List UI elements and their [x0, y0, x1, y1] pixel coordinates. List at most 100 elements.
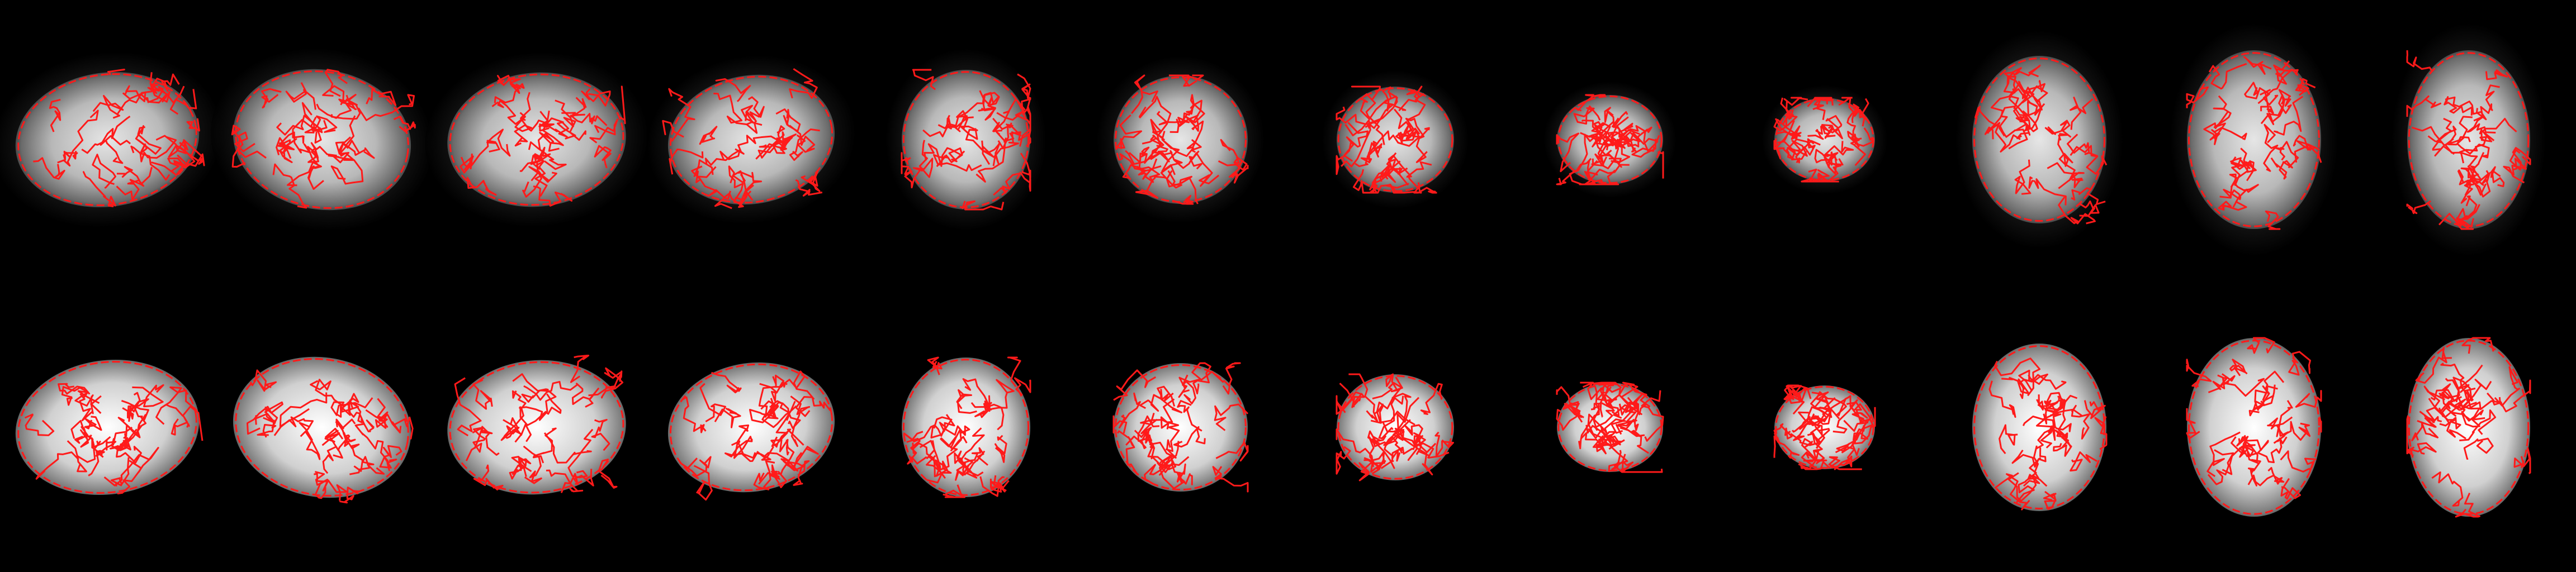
contour	[2432, 117, 2455, 157]
contour	[570, 113, 608, 126]
contour	[231, 125, 246, 168]
contour	[2406, 50, 2432, 71]
outer-contour	[1557, 95, 1663, 184]
contour	[770, 436, 790, 456]
contour	[2083, 400, 2106, 420]
contour	[759, 374, 785, 402]
contour	[912, 140, 934, 178]
contour	[2244, 82, 2270, 104]
contour	[1413, 442, 1437, 475]
contour	[1800, 459, 1825, 470]
outer-contour	[17, 73, 197, 206]
contour	[379, 445, 402, 469]
brain-slice	[1972, 344, 2106, 511]
contour	[494, 81, 525, 104]
contour	[2280, 450, 2317, 473]
contour	[591, 418, 610, 451]
contour	[1222, 362, 1241, 395]
contour	[2280, 478, 2301, 500]
contour	[95, 440, 117, 458]
contour	[2213, 95, 2232, 135]
contour	[2406, 415, 2414, 455]
contour	[1795, 138, 1816, 164]
contour	[996, 131, 1031, 147]
contour	[57, 109, 99, 167]
contour	[2265, 210, 2281, 230]
contour	[1159, 458, 1193, 489]
brain-slice	[2187, 338, 2321, 517]
contour	[117, 85, 185, 115]
contour	[1336, 142, 1352, 175]
contour	[735, 135, 784, 155]
contour	[2282, 421, 2311, 441]
contour	[530, 153, 567, 170]
contour	[2229, 359, 2248, 376]
contour	[466, 177, 497, 196]
contour	[1169, 115, 1199, 133]
contour	[1007, 356, 1021, 380]
contour	[2014, 159, 2032, 195]
contour	[100, 116, 131, 146]
contour	[519, 160, 543, 198]
outer-contour	[2188, 52, 2320, 227]
contour	[2254, 385, 2278, 411]
contour	[1139, 392, 1174, 412]
contour	[2461, 409, 2485, 428]
outer-contour	[449, 73, 624, 206]
slice-panel	[2406, 337, 2531, 518]
outer-contour	[1337, 87, 1453, 192]
contour	[79, 393, 102, 422]
contour	[276, 139, 293, 163]
contour	[279, 392, 328, 427]
contour	[1604, 107, 1628, 128]
contour	[1773, 423, 1793, 440]
brain-slice	[447, 360, 626, 495]
contour	[80, 427, 94, 448]
contour	[2231, 177, 2259, 208]
contour	[1372, 437, 1394, 469]
contour	[2253, 467, 2285, 487]
contour	[1353, 169, 1377, 194]
slice-panel	[15, 359, 203, 495]
contour	[2276, 400, 2293, 442]
contour	[343, 432, 356, 447]
contour	[1846, 401, 1868, 422]
contour	[1810, 391, 1836, 422]
outer-contour	[2408, 52, 2530, 227]
contour	[2419, 385, 2446, 422]
contour	[2021, 86, 2048, 116]
contour	[780, 134, 797, 151]
contour	[723, 190, 748, 208]
contour	[1599, 116, 1629, 144]
contour	[330, 159, 364, 185]
contour	[713, 92, 748, 126]
contour	[1801, 169, 1839, 183]
contour	[1168, 74, 1197, 87]
contour	[1657, 151, 1664, 179]
slice-panel	[2170, 23, 2338, 256]
contour	[960, 125, 995, 165]
contour	[1786, 384, 1812, 415]
contour	[775, 108, 801, 132]
contour	[2043, 491, 2057, 510]
contour	[514, 115, 533, 147]
contour	[2406, 200, 2431, 214]
contour	[1142, 137, 1170, 163]
contour	[546, 469, 584, 493]
contour	[1360, 93, 1385, 145]
contour	[528, 166, 557, 183]
outer-contour	[17, 361, 197, 494]
contour	[2257, 436, 2288, 464]
contour	[2028, 176, 2067, 206]
contour	[1807, 124, 1830, 140]
contour	[531, 146, 546, 170]
contour	[1822, 456, 1862, 470]
contour	[756, 446, 819, 469]
contour	[2208, 63, 2247, 90]
slice-panel	[886, 49, 1046, 231]
contour	[1125, 431, 1153, 449]
outer-contour	[1973, 345, 2105, 509]
contour	[1370, 451, 1385, 475]
contour	[668, 88, 695, 142]
contour	[1186, 120, 1204, 153]
